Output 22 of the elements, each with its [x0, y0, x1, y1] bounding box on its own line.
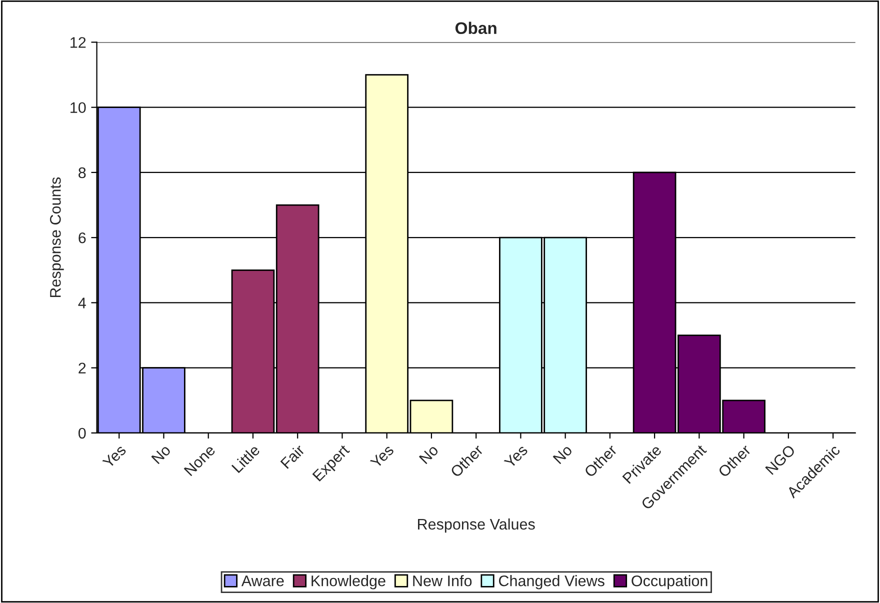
y-tick-label: 6 [78, 232, 86, 244]
x-tick-label: Fair [280, 444, 306, 470]
x-tick-label: Yes [504, 444, 528, 469]
x-tick-label: No [151, 444, 172, 464]
x-tick-label: No [552, 444, 573, 464]
y-tick-label: 4 [78, 298, 86, 308]
chart-title: Oban [455, 22, 496, 34]
y-tick-label: 12 [70, 37, 86, 48]
x-axis-title: Response Values [418, 518, 535, 533]
legend-label: Occupation [632, 575, 708, 590]
x-tick-label: Yes [370, 444, 394, 469]
y-tick-label: 8 [78, 167, 86, 178]
legend-label: Aware [241, 576, 284, 586]
legend-label: Knowledge [312, 575, 386, 590]
legend-label: New Info [413, 575, 472, 586]
y-tick-label: 2 [78, 362, 86, 374]
y-tick-label: 10 [70, 102, 86, 114]
x-tick-label: No [418, 444, 439, 464]
legend-label: Changed Views [499, 575, 604, 590]
x-tick-label: Yes [102, 444, 127, 469]
y-axis-title: Response Counts [50, 177, 64, 298]
y-tick-label: 0 [78, 428, 86, 439]
